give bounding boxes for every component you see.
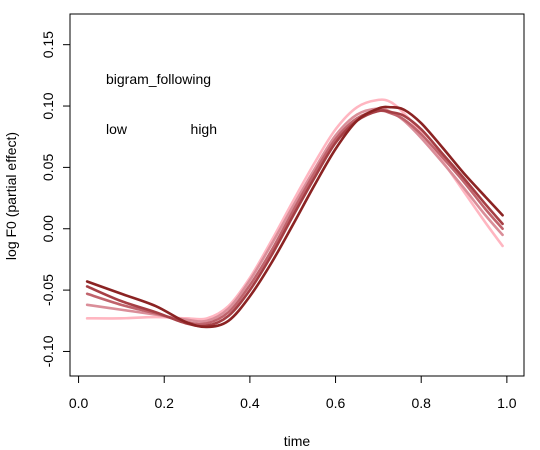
y-tick-label: -0.10 bbox=[40, 335, 56, 367]
x-axis: 0.0 0.2 0.4 0.6 0.8 1.0 bbox=[69, 376, 517, 411]
x-tick-label: 0.0 bbox=[69, 395, 89, 411]
legend-low-label: low bbox=[106, 121, 128, 137]
plot-frame bbox=[69, 13, 525, 377]
x-tick-label: 0.6 bbox=[326, 395, 346, 411]
series-line bbox=[85, 107, 504, 323]
y-axis: -0.10 -0.05 0.00 0.05 0.10 0.15 bbox=[40, 31, 70, 367]
series-line bbox=[85, 109, 504, 326]
y-tick-label: 0.10 bbox=[40, 92, 56, 119]
series-layer bbox=[85, 98, 504, 329]
x-axis-title: time bbox=[284, 433, 311, 449]
legend-title: bigram_following bbox=[106, 71, 211, 87]
y-tick-label: 0.05 bbox=[40, 154, 56, 181]
x-tick-label: 0.4 bbox=[240, 395, 260, 411]
legend-high-label: high bbox=[191, 121, 217, 137]
legend: bigram_following low high bbox=[102, 71, 221, 137]
y-axis-title: log F0 (partial effect) bbox=[3, 132, 19, 260]
y-tick-label: 0.15 bbox=[40, 31, 56, 58]
x-tick-label: 1.0 bbox=[497, 395, 517, 411]
series-line bbox=[85, 109, 504, 328]
y-tick-label: -0.05 bbox=[40, 274, 56, 306]
x-tick-label: 0.2 bbox=[154, 395, 174, 411]
series-line bbox=[85, 105, 504, 329]
x-tick-label: 0.8 bbox=[411, 395, 431, 411]
y-tick-label: 0.00 bbox=[40, 215, 56, 242]
